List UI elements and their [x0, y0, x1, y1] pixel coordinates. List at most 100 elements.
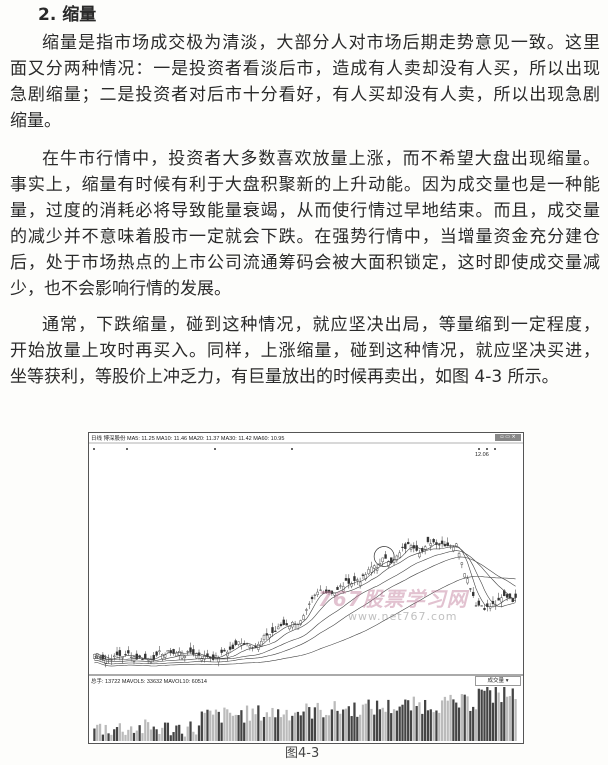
candle-body [319, 589, 322, 591]
volume-bar [260, 720, 263, 741]
volume-bar [220, 722, 223, 741]
volume-bar [446, 700, 449, 741]
low-price-label: 4.55 [95, 655, 106, 661]
volume-bar [508, 696, 512, 741]
volume-bar [497, 692, 500, 741]
candle-body [378, 563, 382, 565]
candle-body [183, 655, 187, 659]
text-line: 后，处于市场热点的上市公司流通筹码会被大面积锁定，这时即使成交量减 [10, 253, 600, 273]
candle-body [361, 574, 365, 576]
volume-bar [296, 711, 300, 741]
candle-body [339, 585, 342, 587]
candle-body [274, 630, 277, 632]
volume-bar [180, 733, 184, 741]
volume-bar [158, 733, 161, 741]
volume-bar [469, 710, 472, 741]
event-marker [126, 448, 128, 450]
volume-bar [115, 727, 119, 741]
volume-bar [234, 714, 237, 741]
volume-bar [132, 732, 136, 741]
price-ma-header: 日线 博深股份 MA5: 11.25 MA10: 11.46 MA20: 11.… [91, 436, 285, 442]
candle-body [455, 543, 458, 547]
candle-body [155, 651, 158, 656]
volume-bar [415, 706, 418, 741]
volume-bar [166, 722, 170, 741]
volume-bar [302, 711, 305, 741]
volume-bar [197, 725, 201, 741]
high-price-label: 12.06 [475, 452, 489, 458]
candle-body [316, 591, 319, 595]
candle-body [240, 643, 243, 646]
ma-line [94, 576, 516, 667]
candle-body [132, 656, 136, 662]
text-line: 坐等获利，等股价上冲乏力，有巨量放出的时候再卖出，如图 4-3 所示。 [10, 367, 559, 387]
candle-body [189, 647, 192, 653]
candle-body [381, 557, 384, 563]
volume-bar [299, 715, 302, 741]
volume-bar [245, 705, 249, 741]
candle-body [262, 635, 266, 640]
candle-body [483, 607, 486, 610]
candle-body [308, 603, 311, 605]
text-line: 缩量。 [10, 111, 61, 131]
volume-bar [141, 733, 144, 741]
text-line: 缩量是指市场成交极为清淡，大部分人对市场后期走势意见一致。这里 [42, 33, 600, 53]
volume-bar [500, 702, 503, 741]
volume-bar [358, 714, 362, 741]
volume-bar [155, 729, 158, 741]
volume-bar [243, 722, 246, 741]
candle-body [271, 627, 274, 633]
volume-bar [404, 699, 407, 741]
candle-body [158, 650, 161, 652]
volume-bar [472, 706, 475, 741]
event-marker [93, 448, 95, 450]
volume-bar [480, 689, 483, 741]
volume-bar [279, 717, 283, 741]
volume-bar [381, 707, 384, 741]
volume-bar [288, 720, 291, 741]
volume-bar [483, 690, 486, 741]
watermark-url: www.net767.com [348, 610, 458, 623]
ma-line [94, 543, 516, 660]
volume-bar [96, 724, 99, 741]
candle-body [370, 566, 373, 573]
volume-bar [268, 716, 271, 741]
candle-body [141, 659, 144, 661]
ma-line [94, 550, 516, 663]
volume-bar [200, 711, 203, 741]
candle-body [129, 656, 133, 658]
volume-bar [491, 702, 495, 741]
volume-bar [237, 715, 240, 741]
candle-body [194, 653, 198, 659]
candle-body [186, 651, 189, 653]
candle-body [169, 650, 172, 654]
volume-bar [254, 714, 257, 741]
candle-body [514, 593, 517, 598]
candle-body [113, 655, 116, 658]
volume-bar [214, 709, 218, 741]
volume-bar [149, 729, 153, 741]
volume-bar [373, 714, 376, 741]
candle-body [220, 649, 223, 653]
candle-body [415, 545, 418, 551]
candle-body [172, 649, 175, 654]
volume-bar [110, 734, 113, 741]
candle-body [367, 569, 370, 575]
volume-bar [152, 726, 155, 741]
volume-bar [146, 722, 150, 741]
volume-bar [370, 708, 373, 741]
volume-bar [98, 723, 102, 741]
candle-body [469, 588, 472, 590]
volume-bar [322, 717, 325, 741]
volume-bar [228, 712, 232, 741]
volume-bar [231, 715, 235, 741]
candle-body [406, 541, 410, 545]
volume-bar [124, 734, 127, 741]
volume-bar [308, 707, 311, 741]
text-line: 少，也不会影响行情的发展。 [10, 279, 231, 299]
candle-body [234, 640, 237, 645]
window-buttons: ▫ ▭ × [495, 434, 521, 441]
volume-bar [189, 721, 192, 741]
volume-bar [265, 712, 268, 741]
volume-bar [178, 724, 181, 741]
